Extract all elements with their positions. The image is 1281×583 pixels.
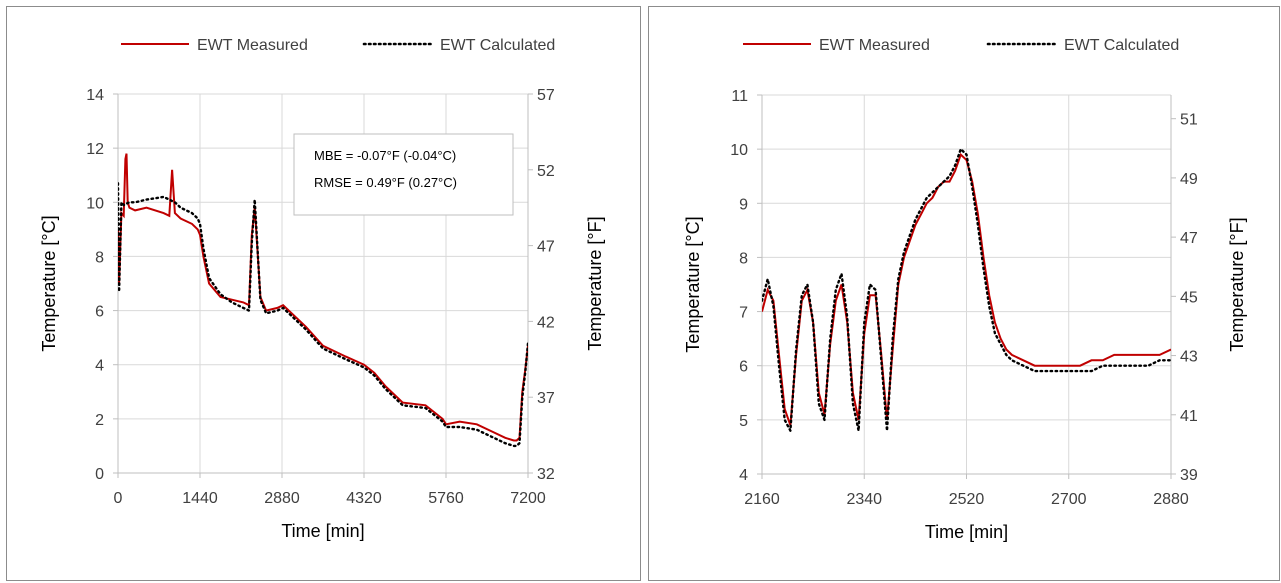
right-series-calculated	[762, 146, 1171, 435]
left-y2tick-label: 37	[537, 390, 555, 407]
left-series-calculated	[118, 182, 528, 448]
right-ytick-label: 9	[739, 196, 748, 213]
left-ytick-label: 4	[95, 358, 104, 375]
right-y2tick-label: 51	[1180, 112, 1198, 129]
right-xtick-label: 2700	[1051, 491, 1087, 508]
right-ylabel: Temperature [°C]	[683, 216, 703, 352]
left-legend-label: EWT Calculated	[440, 37, 555, 54]
right-y2tick-label: 45	[1180, 289, 1198, 306]
right-ytick-label: 5	[739, 413, 748, 430]
right-xtick-label: 2340	[846, 491, 882, 508]
left-stats-box	[293, 133, 514, 216]
right-y2tick-label: 49	[1180, 171, 1198, 188]
left-xtick-label: 2880	[264, 490, 300, 507]
left-ytick-label: 14	[86, 87, 104, 104]
left-y2tick-label: 52	[537, 163, 555, 180]
right-xtick-label: 2880	[1153, 491, 1189, 508]
left-xtick-label: 7200	[510, 490, 546, 507]
chart-panel-left: 0 2 4 6 8 10 12 14 32 37 42 47 52 57 0 1440 2880 4320 5760…	[6, 6, 641, 581]
right-y2label: Temperature [°F]	[1227, 217, 1247, 351]
left-xtick-label: 5760	[428, 490, 464, 507]
right-ytick-label: 7	[739, 305, 748, 322]
right-y2tick-label: 41	[1180, 408, 1198, 425]
right-y2tick-label: 43	[1180, 349, 1198, 366]
left-y2label: Temperature [°F]	[585, 216, 605, 350]
right-y2tick-label: 47	[1180, 230, 1198, 247]
right-y2tick-label: 39	[1180, 467, 1198, 484]
right-ytick-label: 4	[739, 467, 748, 484]
right-ytick-label: 10	[730, 142, 748, 159]
left-ylabel: Temperature [°C]	[39, 215, 59, 351]
chart-left-svg: 0 2 4 6 8 10 12 14 32 37 42 47 52 57 0 1440 2880 4320 5760…	[39, 37, 605, 541]
right-legend-label: EWT Calculated	[1064, 37, 1179, 54]
right-xtick-label: 2520	[949, 491, 985, 508]
left-y2tick-label: 32	[537, 466, 555, 483]
left-ytick-label: 10	[86, 195, 104, 212]
left-xtick-label: 1440	[182, 490, 218, 507]
left-xtick-label: 4320	[346, 490, 382, 507]
right-legend-label: EWT Measured	[819, 37, 930, 54]
left-xlabel: Time [min]	[281, 521, 364, 541]
right-xlabel: Time [min]	[925, 522, 1008, 542]
right-xtick-label: 2160	[744, 491, 780, 508]
chart-panel-right: 4 5 6 7 8 9 10 11 39 41 43 45 47 49 51 2160 2340 2520 2700…	[648, 6, 1280, 581]
left-ytick-label: 6	[95, 304, 104, 321]
left-ytick-label: 8	[95, 249, 104, 266]
left-y2tick-label: 57	[537, 87, 555, 104]
right-ytick-label: 11	[731, 88, 748, 105]
right-ytick-label: 8	[739, 250, 748, 267]
left-ytick-label: 0	[95, 466, 104, 483]
left-xtick-label: 0	[114, 490, 123, 507]
left-ytick-label: 2	[95, 412, 104, 429]
left-y2tick-label: 47	[537, 239, 555, 256]
left-stats-line: RMSE = 0.49°F (0.27°C)	[314, 175, 457, 190]
right-ytick-label: 6	[739, 359, 748, 376]
left-legend-label: EWT Measured	[197, 37, 308, 54]
left-ytick-label: 12	[86, 141, 104, 158]
left-y2tick-label: 42	[537, 314, 555, 331]
left-stats-line: MBE = -0.07°F (-0.04°C)	[314, 148, 456, 163]
